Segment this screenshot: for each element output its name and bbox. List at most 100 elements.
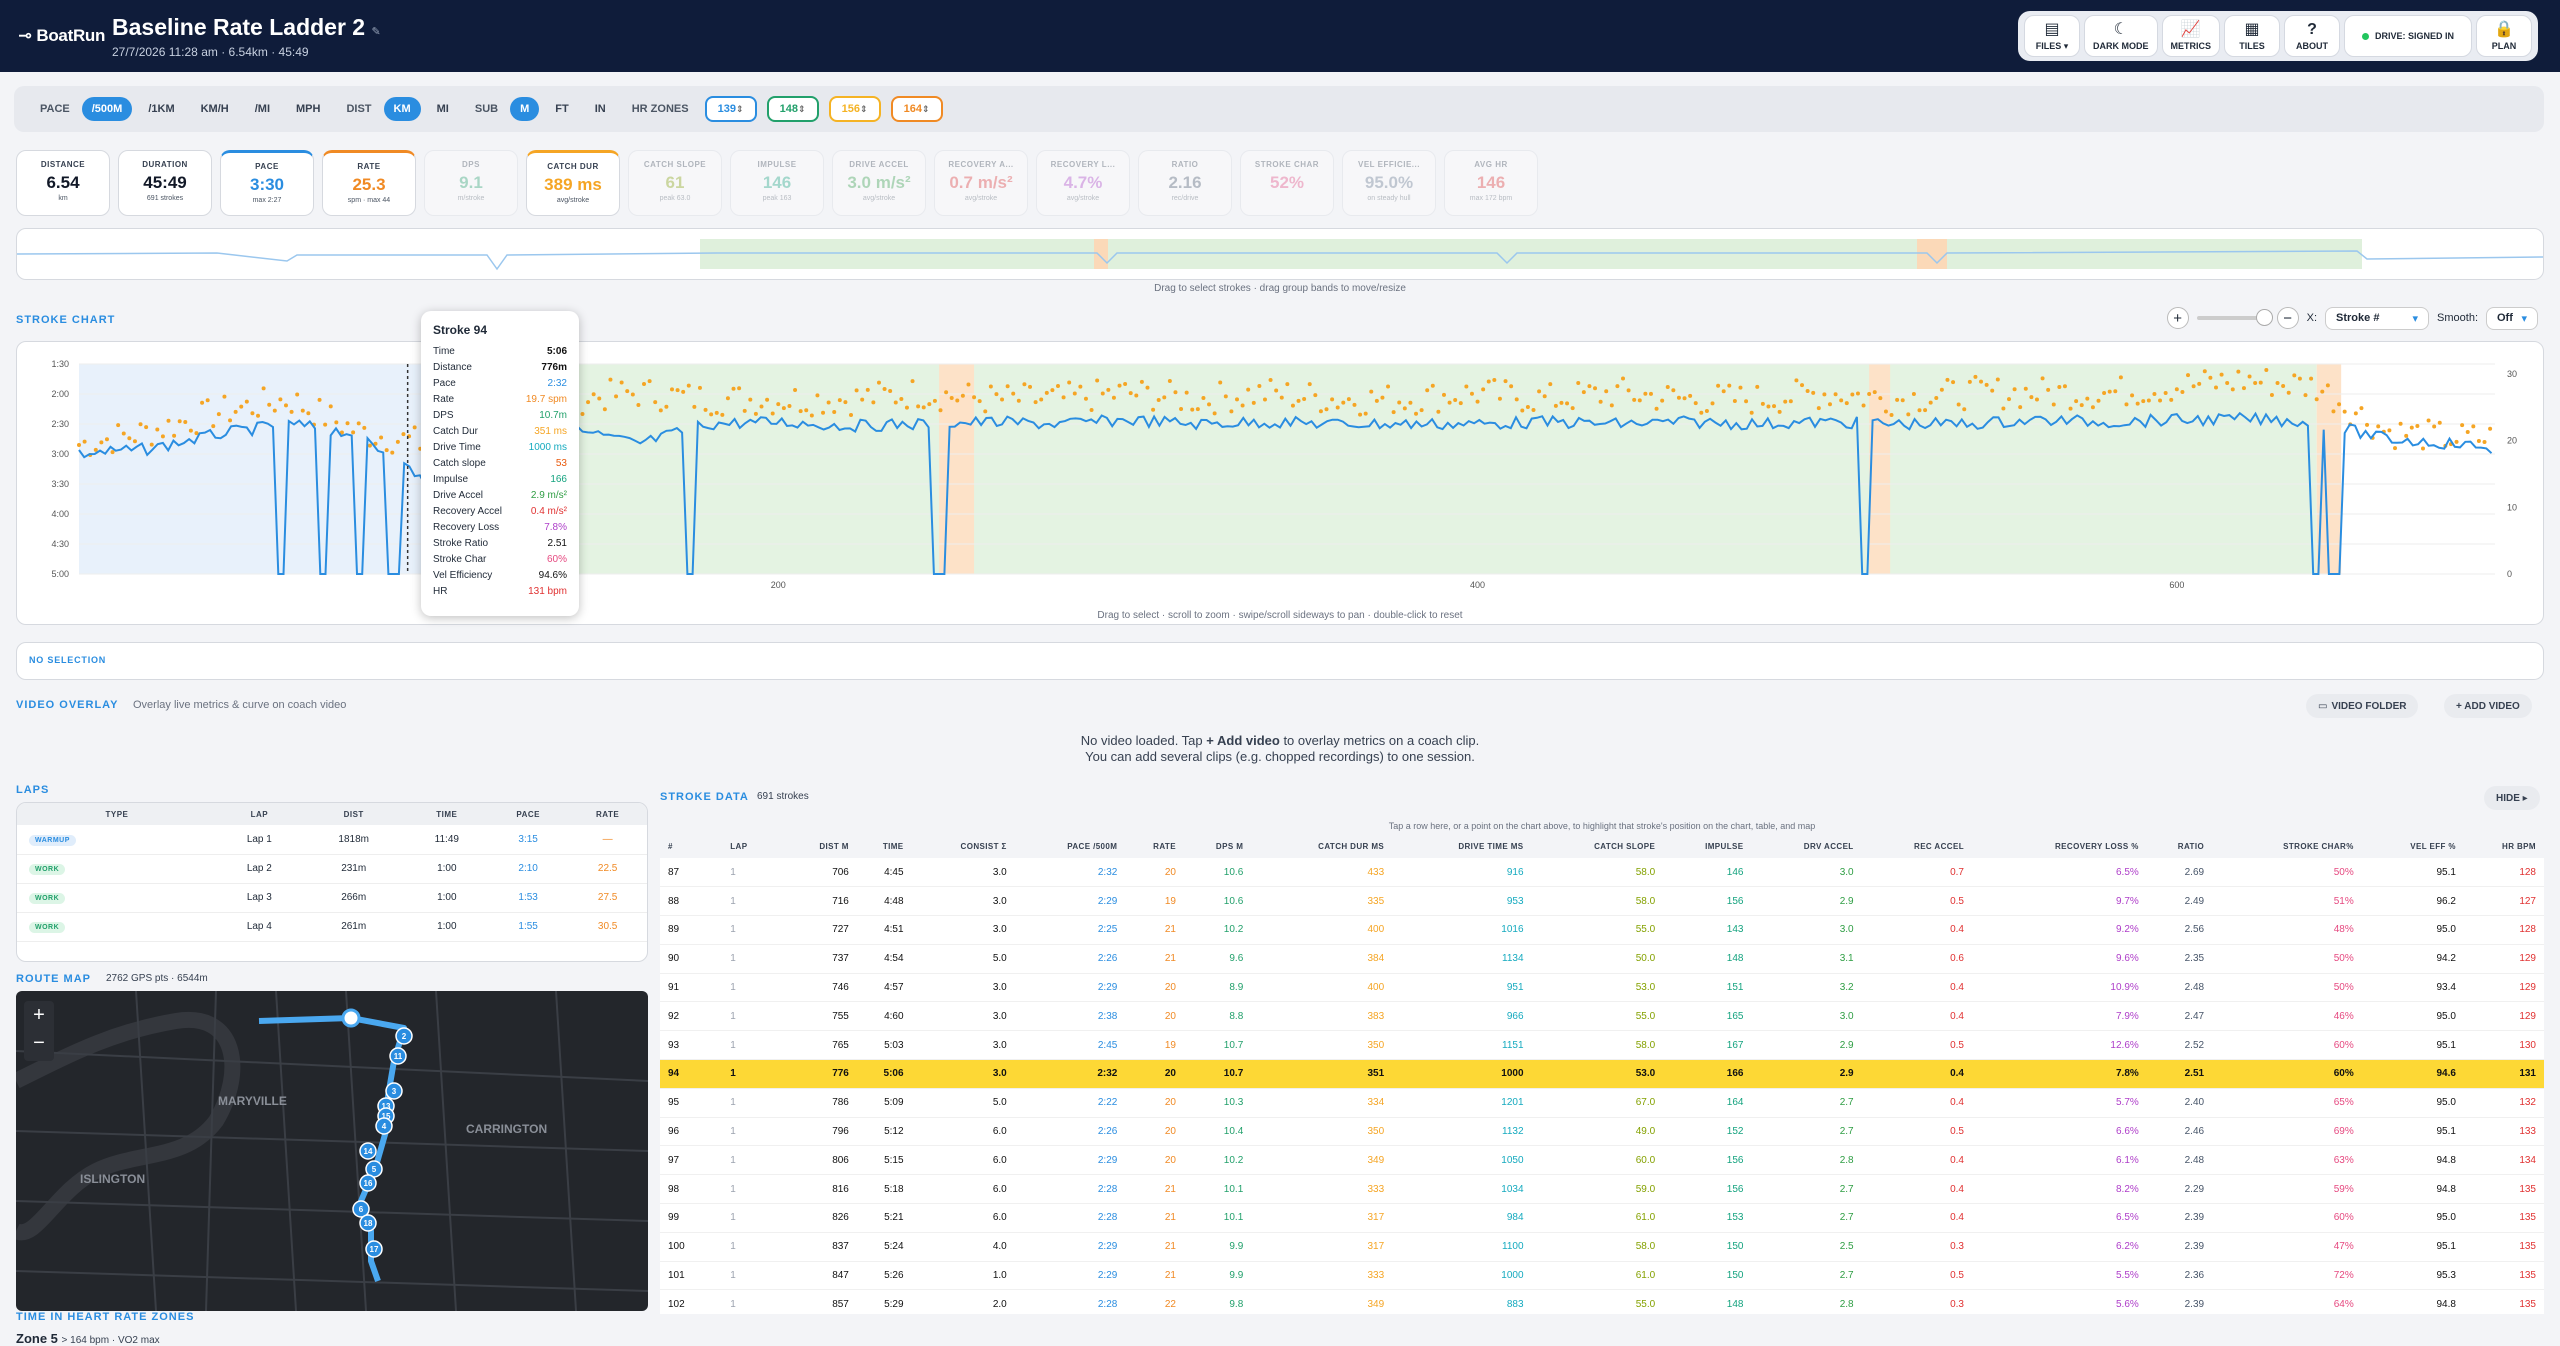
hide-stroke-data-button[interactable]: HIDE ▸ bbox=[2484, 786, 2540, 810]
smooth-select[interactable]: Off ▾ bbox=[2486, 306, 2538, 330]
unit-sub-in[interactable]: IN bbox=[594, 103, 606, 115]
add-video-button[interactable]: + ADD VIDEO bbox=[2444, 694, 2532, 718]
stroke-col-pace-500m: PACE /500M bbox=[1014, 834, 1126, 858]
stroke-row[interactable]: 90 1 737 4:54 5.0 2:26 21 9.6 384 1134 50.0 148 3.1 0… bbox=[660, 944, 2544, 974]
rate-point bbox=[121, 431, 126, 436]
metric-card-duration[interactable]: DURATION 45:49 691 strokes bbox=[118, 150, 212, 216]
stroke-row[interactable]: 93 1 765 5:03 3.0 2:45 19 10.7 350 1151 58.0 167 2.9… bbox=[660, 1030, 2544, 1061]
zoom-in-button[interactable]: + bbox=[2166, 307, 2189, 329]
stroke-row[interactable]: 94 1 776 5:06 3.0 2:32 20 10.7 351 1000 53.0 166 2.9… bbox=[660, 1059, 2544, 1089]
stroke-cell-catch-slope: 53.0 bbox=[1531, 973, 1664, 1003]
metric-card-recovery-l[interactable]: RECOVERY L... 4.7% avg/stroke bbox=[1036, 150, 1130, 216]
stroke-row[interactable]: 87 1 706 4:45 3.0 2:32 20 10.6 433 916 58.0 146 3.0 0… bbox=[660, 858, 2544, 888]
stroke-row[interactable]: 91 1 746 4:57 3.0 2:29 20 8.9 400 951 53.0 151 3.2 0.… bbox=[660, 973, 2544, 1003]
x-axis-select[interactable]: Stroke # ▾ bbox=[2325, 306, 2430, 330]
stroke-cell-ratio: 2.39 bbox=[2146, 1232, 2213, 1262]
video-folder-button[interactable]: ▭ VIDEO FOLDER bbox=[2306, 694, 2419, 718]
zoom-out-button[interactable]: − bbox=[2276, 307, 2299, 329]
add-video-link[interactable]: + Add video bbox=[1206, 733, 1280, 748]
metric-card-stroke-char[interactable]: STROKE CHAR 52% bbox=[1240, 150, 1334, 216]
metric-card-ratio[interactable]: RATIO 2.16 rec/drive bbox=[1138, 150, 1232, 216]
stroke-row[interactable]: 97 1 806 5:15 6.0 2:29 20 10.2 349 1050 60.0 156 2.8… bbox=[660, 1145, 2544, 1176]
unit-pace-500m[interactable]: /500M bbox=[81, 97, 133, 121]
files-button[interactable]: ▤ FILES ▾ bbox=[2024, 15, 2080, 57]
map-zoom-in-button[interactable]: + bbox=[33, 1004, 45, 1026]
lap-row[interactable]: WORK Lap 2 231m 1:00 2:10 22.5 bbox=[17, 854, 647, 884]
stroke-row[interactable]: 98 1 816 5:18 6.0 2:28 21 10.1 333 1034 59.0 156 2.7… bbox=[660, 1174, 2544, 1205]
route-start-marker[interactable] bbox=[341, 1008, 361, 1028]
unit-pace-mph[interactable]: MPH bbox=[296, 103, 321, 115]
unit-dist-km[interactable]: KM bbox=[383, 97, 421, 121]
stroke-row[interactable]: 88 1 716 4:48 3.0 2:29 19 10.6 335 953 58.0 156 2.9 0… bbox=[660, 886, 2544, 917]
stroke-cell-drv-accel: 2.8 bbox=[1751, 1145, 1862, 1176]
route-marker[interactable] bbox=[375, 1117, 393, 1135]
hr-zone-input-4[interactable]: 164 ⇕ bbox=[890, 96, 943, 122]
dark-mode-button[interactable]: ☾ DARK MODE bbox=[2084, 15, 2158, 57]
tiles-button[interactable]: ▦ TILES bbox=[2224, 15, 2280, 57]
metric-card-catch-slope[interactable]: CATCH SLOPE 61 peak 63.0 bbox=[628, 150, 722, 216]
metric-card-recovery-a[interactable]: RECOVERY A... 0.7 m/s² avg/stroke bbox=[934, 150, 1028, 216]
stroke-cell-consist: 2.0 bbox=[911, 1289, 1015, 1314]
metric-card-drive-accel[interactable]: DRIVE ACCEL 3.0 m/s² avg/stroke bbox=[832, 150, 926, 216]
lap-row[interactable]: WORK Lap 4 261m 1:00 1:55 30.5 bbox=[17, 912, 647, 942]
unit-pace-1km[interactable]: /1KM bbox=[148, 103, 175, 115]
hr-zone-input-1[interactable]: 139 ⇕ bbox=[704, 96, 757, 122]
header-button-label: TILES bbox=[2239, 41, 2265, 51]
metric-card-pace[interactable]: PACE 3:30 max 2:27 bbox=[220, 150, 314, 216]
metric-card-avg-hr[interactable]: AVG HR 146 max 172 bpm bbox=[1444, 150, 1538, 216]
map-zoom-out-button[interactable]: − bbox=[33, 1032, 45, 1054]
stroke-cell-stroke-char: 64% bbox=[2212, 1289, 2362, 1314]
hr-zone-input-2[interactable]: 148 ⇕ bbox=[766, 96, 819, 122]
route-marker[interactable] bbox=[365, 1240, 383, 1258]
stroke-row[interactable]: 95 1 786 5:09 5.0 2:22 20 10.3 334 1201 67.0 164 2.7… bbox=[660, 1088, 2544, 1118]
route-marker[interactable] bbox=[359, 1142, 377, 1160]
unit-pace-mi[interactable]: /MI bbox=[254, 103, 270, 115]
unit-sub-ft[interactable]: FT bbox=[555, 103, 569, 115]
route-marker[interactable] bbox=[352, 1200, 370, 1218]
plan-button[interactable]: 🔒 PLAN bbox=[2476, 15, 2532, 57]
unit-sub-m[interactable]: M bbox=[510, 97, 540, 121]
rate-point bbox=[1156, 398, 1161, 403]
stroke-chart[interactable]: 1:30 2:00 2:30 3:00 3:30 4:00 4:30 5:00 30 20 10 0 2… bbox=[16, 341, 2544, 625]
session-title[interactable]: Baseline Rate Ladder 2 ✎ bbox=[112, 14, 381, 41]
metric-card-catch-dur[interactable]: CATCH DUR 389 ms avg/stroke bbox=[526, 150, 620, 216]
stroke-row[interactable]: 99 1 826 5:21 6.0 2:28 21 10.1 317 984 61.0 153 2.7 0… bbox=[660, 1203, 2544, 1233]
metric-card-rate[interactable]: RATE 25.3 spm · max 44 bbox=[322, 150, 416, 216]
metric-card-dps[interactable]: DPS 9.1 m/stroke bbox=[424, 150, 518, 216]
rate-point bbox=[1397, 400, 1402, 405]
metric-card-label: CATCH DUR bbox=[547, 162, 599, 171]
route-marker[interactable] bbox=[359, 1174, 377, 1192]
brand-logo[interactable]: ⊸ BoatRun bbox=[18, 26, 106, 45]
hr-zone-input-3[interactable]: 156 ⇕ bbox=[828, 96, 881, 122]
route-marker[interactable] bbox=[385, 1082, 403, 1100]
route-marker[interactable] bbox=[389, 1047, 407, 1065]
stroke-row[interactable]: 92 1 755 4:60 3.0 2:38 20 8.8 383 966 55.0 165 3.0 0.… bbox=[660, 1001, 2544, 1032]
rate-point bbox=[737, 386, 742, 391]
overview-strip[interactable] bbox=[16, 228, 2544, 280]
stroke-cell-time: 5:12 bbox=[856, 1117, 912, 1147]
route-marker[interactable] bbox=[359, 1214, 377, 1232]
stroke-row[interactable]: 89 1 727 4:51 3.0 2:25 21 10.2 400 1016 55.0 143 3.0… bbox=[660, 915, 2544, 945]
metrics-button[interactable]: 📈 METRICS bbox=[2161, 15, 2220, 57]
stroke-row[interactable]: 96 1 796 5:12 6.0 2:26 20 10.4 350 1132 49.0 152 2.7… bbox=[660, 1117, 2544, 1147]
stroke-row[interactable]: 100 1 837 5:24 4.0 2:29 21 9.9 317 1100 58.0 150 2.5… bbox=[660, 1232, 2544, 1262]
metric-card-sub: avg/stroke bbox=[556, 197, 590, 204]
stroke-row[interactable]: 101 1 847 5:26 1.0 2:29 21 9.9 333 1000 61.0 150 2.7… bbox=[660, 1261, 2544, 1291]
metric-card-impulse[interactable]: IMPULSE 146 peak 163 bbox=[730, 150, 824, 216]
unit-pace-km-h[interactable]: KM/H bbox=[200, 103, 229, 115]
about-button[interactable]: ? ABOUT bbox=[2284, 15, 2340, 57]
metric-card-distance[interactable]: DISTANCE 6.54 km bbox=[16, 150, 110, 216]
rate-point bbox=[2197, 381, 2202, 386]
stroke-row[interactable]: 102 1 857 5:29 2.0 2:28 22 9.8 349 883 55.0 148 2.8 0… bbox=[660, 1289, 2544, 1314]
edit-title-icon[interactable]: ✎ bbox=[371, 26, 381, 38]
route-marker[interactable] bbox=[395, 1027, 413, 1045]
lap-row[interactable]: WORK Lap 3 266m 1:00 1:53 27.5 bbox=[17, 883, 647, 913]
zoom-slider[interactable] bbox=[2196, 309, 2273, 326]
drive-signed-in-button[interactable]: DRIVE: SIGNED IN bbox=[2344, 15, 2472, 57]
tooltip-row: Recovery Accel 0.4 m/s² bbox=[433, 506, 567, 522]
rate-point bbox=[1039, 397, 1044, 402]
lap-row[interactable]: WARMUP Lap 1 1818m 11:49 3:15— bbox=[17, 825, 647, 855]
metric-card-vel-efficie[interactable]: VEL EFFICIE... 95.0% on steady hull bbox=[1342, 150, 1436, 216]
unit-dist-mi[interactable]: MI bbox=[436, 103, 449, 115]
route-map[interactable]: 2 11 3 13 15 4 14 5 16 6 18 17 MARYVILLE CARRINGTON… bbox=[16, 991, 648, 1311]
